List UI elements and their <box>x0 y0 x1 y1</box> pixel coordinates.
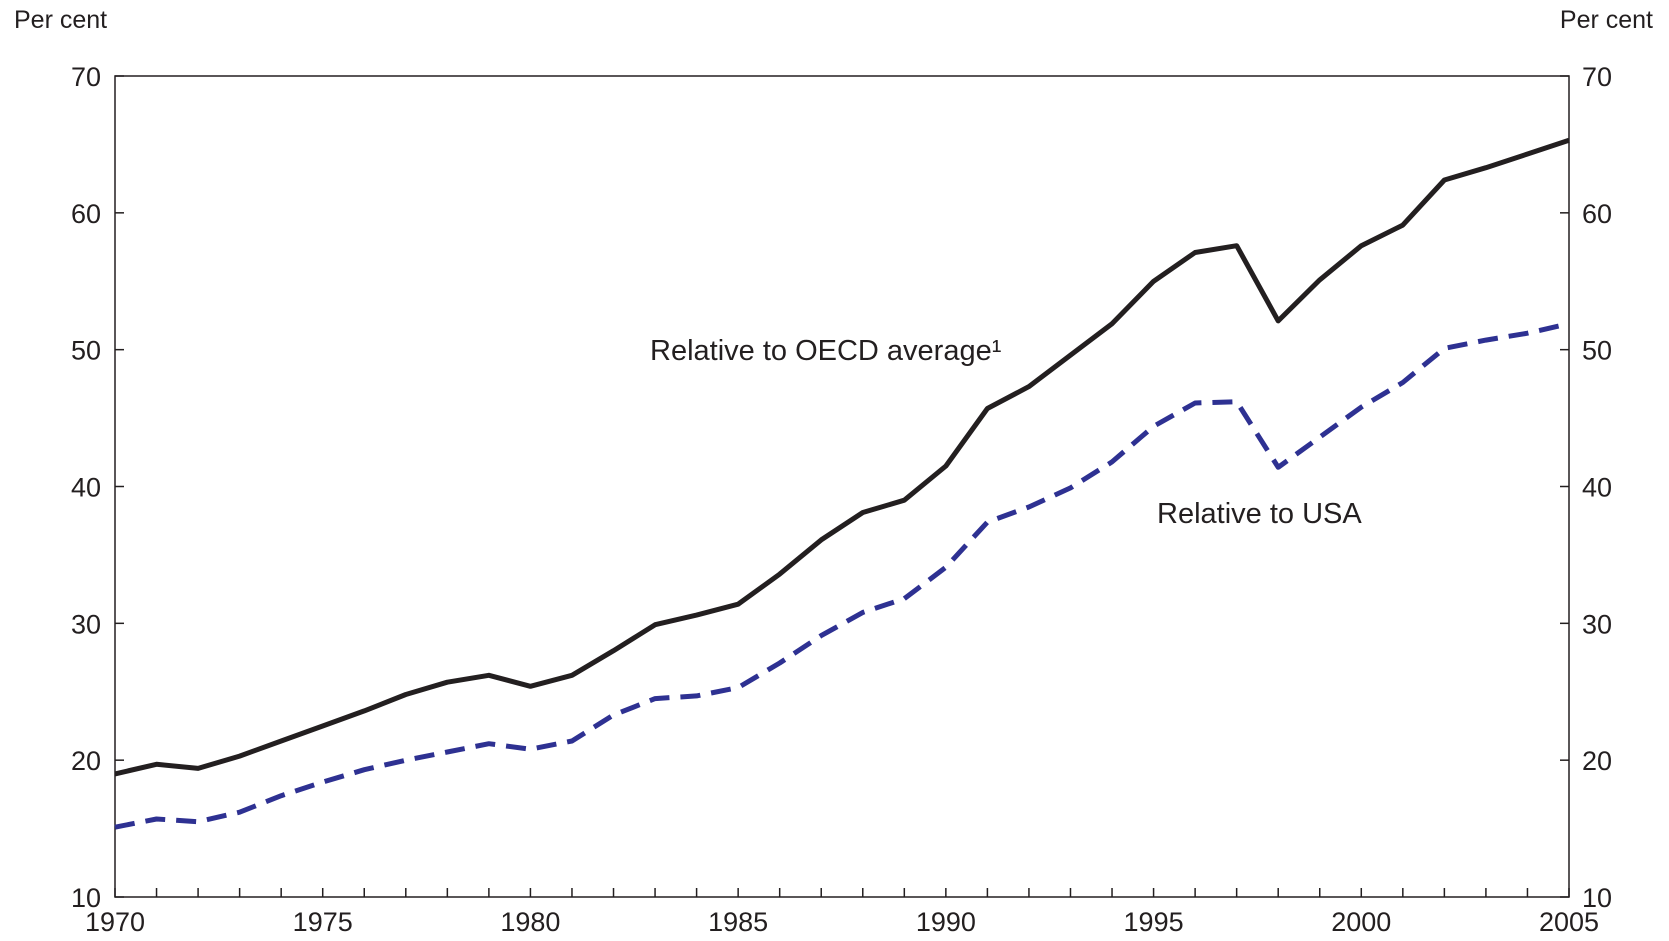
series-line-usa <box>114 321 1570 830</box>
y-tick-label-right: 70 <box>1582 62 1612 92</box>
y-tick-label-left: 20 <box>71 746 101 776</box>
y-axis-unit-left: Per cent <box>14 6 108 34</box>
x-tick-label: 1980 <box>500 907 560 937</box>
x-tick-label: 1975 <box>293 907 353 937</box>
series-label-usa: Relative to USA <box>1157 498 1362 530</box>
y-tick-label-left: 50 <box>71 336 101 366</box>
y-tick-label-left: 40 <box>71 473 101 503</box>
series-line-oecd <box>114 137 1570 777</box>
y-tick-label-left: 60 <box>71 199 101 229</box>
y-tick-label-right: 40 <box>1582 473 1612 503</box>
x-tick-label: 2000 <box>1331 907 1391 937</box>
series-lines <box>114 137 1570 830</box>
y-tick-label-right: 30 <box>1582 609 1612 639</box>
y-tick-label-left: 30 <box>71 609 101 639</box>
y-tick-label-right: 60 <box>1582 199 1612 229</box>
y-tick-label-left: 70 <box>71 62 101 92</box>
x-tick-label: 1970 <box>85 907 145 937</box>
x-tick-label: 1990 <box>916 907 976 937</box>
x-tick-label: 1995 <box>1124 907 1184 937</box>
plot-frame <box>114 75 1570 898</box>
x-tick-label: 1985 <box>708 907 768 937</box>
y-tick-label-right: 20 <box>1582 746 1612 776</box>
y-tick-label-right: 50 <box>1582 336 1612 366</box>
x-tick-label: 2005 <box>1539 907 1599 937</box>
y-tick-label-left: 10 <box>71 883 101 913</box>
y-axis-unit-right: Per cent <box>1559 6 1653 34</box>
axes: 10 10 20 20 30 30 40 40 50 50 60 60 70 70 1970 1975 1980… <box>71 62 1612 937</box>
series-label-oecd: Relative to OECD average¹ <box>650 335 1002 367</box>
y-tick-label-right: 10 <box>1582 883 1612 913</box>
